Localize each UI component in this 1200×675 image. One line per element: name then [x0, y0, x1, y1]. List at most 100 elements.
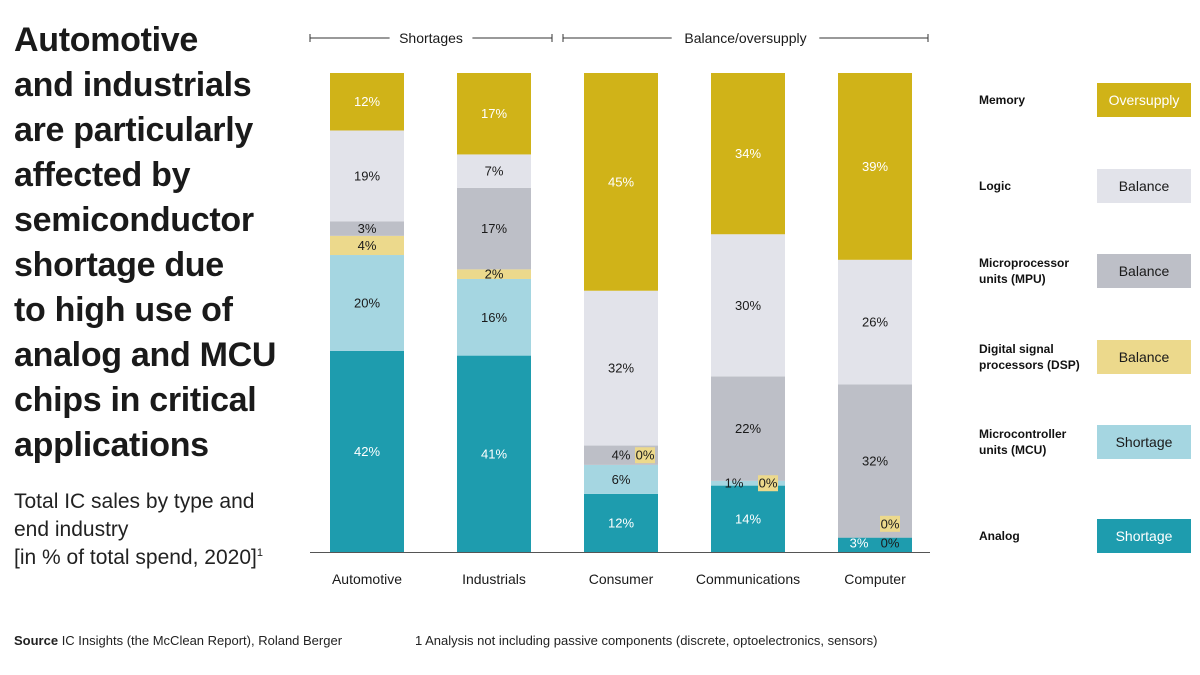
title-line: analog and MCU [14, 336, 277, 374]
bar-segment-logic [711, 234, 785, 377]
legend-status-swatch: Balance [1097, 340, 1191, 374]
source-label: Source [14, 633, 59, 648]
value-label-microcontroller-units: 0% [881, 535, 900, 550]
category-label: Industrials [462, 571, 526, 587]
bar-segment-memory [584, 73, 658, 291]
legend-label-line: Microcontroller [979, 427, 1067, 441]
legend-item: Analog Shortage [979, 519, 1191, 553]
value-label-digital-signal-processors: 4% [358, 238, 377, 253]
bar-segment-microcontroller-units [330, 255, 404, 351]
value-label-microprocessor-units: 4% [612, 448, 631, 463]
legend-label-line: units (MPU) [979, 272, 1046, 286]
subtitle-line: [in % of total spend, 2020]1 [14, 544, 304, 572]
bar-segment-memory [330, 73, 404, 131]
value-label-logic: 7% [485, 164, 504, 179]
chart-subtitle: Total IC sales by type and end industry … [14, 488, 304, 572]
legend-label-line: Memory [979, 93, 1026, 107]
page-title: Automotive and industrials are particula… [14, 18, 294, 468]
value-label-microcontroller-units: 20% [354, 295, 380, 310]
value-label-logic: 19% [354, 168, 380, 183]
legend-status-swatch: Shortage [1097, 519, 1191, 553]
value-label-logic: 32% [608, 361, 634, 376]
value-label-microprocessor-units: 32% [862, 453, 888, 468]
legend-label: Digital signal processors (DSP) [979, 341, 1089, 373]
subtitle-line-text: [in % of total spend, 2020] [14, 546, 257, 569]
value-label-memory: 12% [354, 94, 380, 109]
legend-label-line: Digital signal [979, 342, 1054, 356]
bar-segment-memory [457, 73, 531, 155]
value-label-digital-signal-processors: 0% [759, 476, 778, 491]
value-label-analog: 42% [354, 444, 380, 459]
value-label-microcontroller-units: 16% [481, 310, 507, 325]
source-note: Source IC Insights (the McClean Report),… [14, 633, 342, 648]
bar-segment-microcontroller-units [584, 464, 658, 494]
value-label-microprocessor-units: 3% [358, 221, 377, 236]
bar-segment-microprocessor-units [457, 187, 531, 270]
legend-label-line: Microprocessor [979, 256, 1070, 270]
category-label: Automotive [332, 571, 402, 587]
value-label-box [880, 515, 900, 532]
legend-label: Logic [979, 178, 1089, 194]
legend-item: Digital signal processors (DSP) Balance [979, 340, 1191, 374]
value-label-box [635, 447, 655, 464]
bar-segment-logic [330, 130, 404, 222]
bar-segment-analog [457, 355, 531, 552]
group-label: Balance/oversupply [684, 30, 806, 46]
legend-label: Memory [979, 92, 1089, 108]
value-label-analog: 3% [850, 535, 869, 550]
bar-segment-memory [711, 73, 785, 235]
legend-item: Microprocessor units (MPU) Balance [979, 254, 1191, 288]
bar-segment-analog [711, 485, 785, 552]
legend-label-line: Analog [979, 529, 1020, 543]
bar-segment-analog [838, 537, 912, 552]
legend-status-swatch: Shortage [1097, 425, 1191, 459]
value-label-logic: 30% [735, 298, 761, 313]
legend-label-line: processors (DSP) [979, 358, 1080, 372]
value-label-microprocessor-units: 22% [735, 421, 761, 436]
value-label-memory: 34% [735, 146, 761, 161]
source-text: IC Insights (the McClean Report), Roland… [58, 633, 343, 648]
bar-segment-logic [457, 154, 531, 188]
category-label: Communications [696, 571, 800, 587]
bar-segment-digital-signal-processors [457, 269, 531, 279]
title-line: are particularly [14, 111, 253, 149]
title-line: semiconductor [14, 201, 254, 239]
value-label-box [758, 475, 778, 492]
value-label-digital-signal-processors: 0% [636, 448, 655, 463]
value-label-memory: 45% [608, 174, 634, 189]
category-label: Consumer [589, 571, 654, 587]
legend-status-swatch: Balance [1097, 169, 1191, 203]
legend-label: Microprocessor units (MPU) [979, 255, 1089, 287]
legend-label: Analog [979, 528, 1089, 544]
legend-status-swatch: Oversupply [1097, 83, 1191, 117]
legend-label: Microcontroller units (MCU) [979, 426, 1089, 458]
footnote-marker: 1 [256, 547, 263, 559]
bar-segment-memory [838, 73, 912, 260]
subtitle-line: end industry [14, 518, 129, 541]
group-label: Shortages [399, 30, 463, 46]
value-label-microcontroller-units: 6% [612, 472, 631, 487]
footnote: 1 Analysis not including passive compone… [415, 633, 878, 648]
title-line: applications [14, 426, 209, 464]
title-line: shortage due [14, 246, 224, 284]
bar-segment-microprocessor-units [838, 384, 912, 538]
legend-status-swatch: Balance [1097, 254, 1191, 288]
bar-segment-microprocessor-units [330, 221, 404, 236]
value-label-memory: 17% [481, 106, 507, 121]
legend-label-line: Logic [979, 179, 1011, 193]
value-label-digital-signal-processors: 2% [485, 267, 504, 282]
value-label-logic: 26% [862, 315, 888, 330]
title-line: to high use of [14, 291, 233, 329]
bar-segment-microcontroller-units [711, 480, 785, 486]
bar-segment-digital-signal-processors [330, 235, 404, 256]
value-label-memory: 39% [862, 159, 888, 174]
bar-segment-analog [584, 493, 658, 552]
bar-segment-microprocessor-units [711, 376, 785, 481]
title-line: and industrials [14, 66, 252, 104]
bar-segment-analog [330, 350, 404, 552]
value-label-microcontroller-units: 1% [725, 476, 744, 491]
title-line: affected by [14, 156, 191, 194]
legend-item: Microcontroller units (MCU) Shortage [979, 425, 1191, 459]
value-label-analog: 12% [608, 515, 634, 530]
